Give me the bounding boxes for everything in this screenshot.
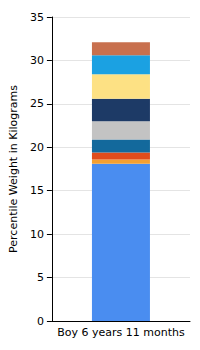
svg-text:30: 30 — [30, 54, 44, 67]
svg-text:Boy 6 years 11 months: Boy 6 years 11 months — [57, 326, 185, 339]
svg-text:5: 5 — [37, 271, 44, 284]
svg-text:0: 0 — [37, 315, 44, 328]
svg-text:20: 20 — [30, 141, 44, 154]
svg-text:10: 10 — [30, 228, 44, 241]
svg-text:35: 35 — [30, 11, 44, 24]
svg-text:Percentile Weight in Kilograms: Percentile Weight in Kilograms — [7, 85, 20, 253]
svg-text:15: 15 — [30, 184, 44, 197]
svg-text:25: 25 — [30, 97, 44, 110]
